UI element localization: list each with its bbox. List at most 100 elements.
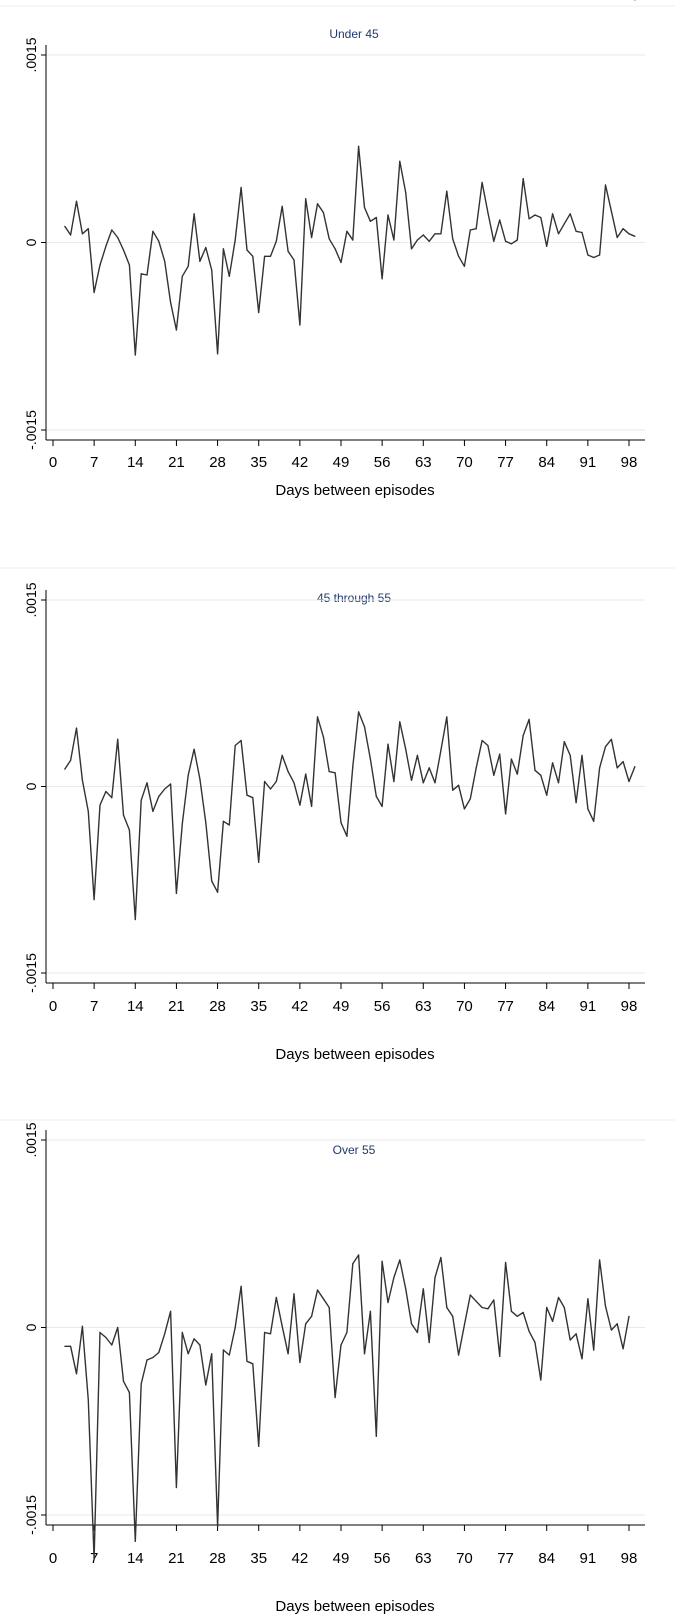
x-tick-label: 7 [90,998,98,1015]
data-point [528,1330,530,1332]
data-point [569,754,571,757]
data-point [393,780,395,783]
data-point [346,230,348,232]
data-point [128,1391,130,1394]
data-point [599,767,601,769]
data-point [70,759,72,762]
data-point [258,1445,260,1447]
data-point [228,275,230,277]
data-point [428,240,430,242]
data-point [393,1276,395,1279]
data-point [246,1360,248,1362]
data-point [534,769,536,771]
data-point [316,1289,319,1291]
data-point [128,829,130,831]
data-point [410,779,413,781]
data-point [93,291,95,294]
data-point [358,145,360,147]
data-point [187,1353,189,1355]
data-point [269,1333,272,1335]
x-tick-label: 98 [621,454,638,471]
x-tick-label: 21 [168,998,185,1015]
data-point [534,214,536,216]
data-point [440,749,442,752]
data-point [70,234,72,236]
data-point [134,918,136,921]
x-tick-label: 98 [621,1550,638,1567]
data-point [458,1354,460,1356]
data-point [193,748,195,750]
data-point [399,160,401,162]
series-1 [64,145,636,356]
data-point [604,184,607,186]
data-point [487,211,489,214]
data-point [487,1308,489,1310]
data-point [452,238,454,240]
data-point [552,762,554,764]
data-point [264,255,266,257]
data-point [546,794,548,796]
y-tick-label: -.0015 [23,1495,39,1535]
data-point [610,210,613,212]
x-tick-label: 84 [538,1550,555,1567]
chart-panel-3: Over 55 -.0015 0 .0015 0 7 14 21 28 35 42 49 56 63 7… [23,0,645,1615]
data-point [587,254,589,256]
data-point [264,1331,266,1334]
panel-title-2: 45 through 55 [317,591,391,605]
data-point [581,1358,583,1360]
data-point [211,269,213,271]
data-point [258,861,260,863]
y-tick-labels-3: -.0015 0 .0015 [23,1122,39,1535]
y-tick-label: .0015 [23,37,39,72]
x-tick-label: 63 [415,454,432,471]
data-point [452,1315,454,1317]
data-point [128,264,130,266]
data-point [234,239,236,241]
x-tick-label: 0 [49,1550,57,1567]
data-point [587,808,589,810]
data-point [358,1254,360,1256]
x-tick-label: 56 [374,454,391,471]
data-point [569,1339,571,1341]
data-point [334,1396,336,1399]
data-point [217,1525,219,1527]
data-point [428,767,430,769]
x-tick-label: 42 [292,998,309,1015]
data-point [187,774,189,776]
data-point [604,1305,607,1307]
data-point [281,754,283,757]
data-point [369,220,371,222]
data-point [610,1329,613,1331]
x-tick-label: 56 [374,1550,391,1567]
axes-3 [41,1130,645,1531]
data-point [305,1323,307,1325]
data-point [393,239,395,241]
data-point [264,780,266,783]
data-point [616,1323,618,1325]
data-point [222,820,224,822]
data-point [634,766,636,768]
data-point [516,239,518,241]
data-point [299,804,301,806]
data-point [446,716,448,718]
data-point [334,772,336,774]
data-point [75,1373,78,1375]
data-point [328,1306,330,1309]
data-point [581,231,583,234]
data-point [240,739,242,742]
series-line [64,1254,630,1560]
x-tick-label: 91 [580,1550,597,1567]
data-point [369,1310,371,1312]
data-point [346,835,348,837]
y-tick-label: -.0015 [23,410,39,450]
data-point [75,200,78,202]
data-point [346,1331,348,1334]
data-point [463,1324,465,1326]
data-point [452,789,454,791]
data-point [217,353,219,355]
x-tick-label: 35 [250,454,267,471]
data-point [99,1331,101,1334]
data-point [205,1384,207,1386]
data-point [557,782,560,784]
data-point [246,249,248,251]
